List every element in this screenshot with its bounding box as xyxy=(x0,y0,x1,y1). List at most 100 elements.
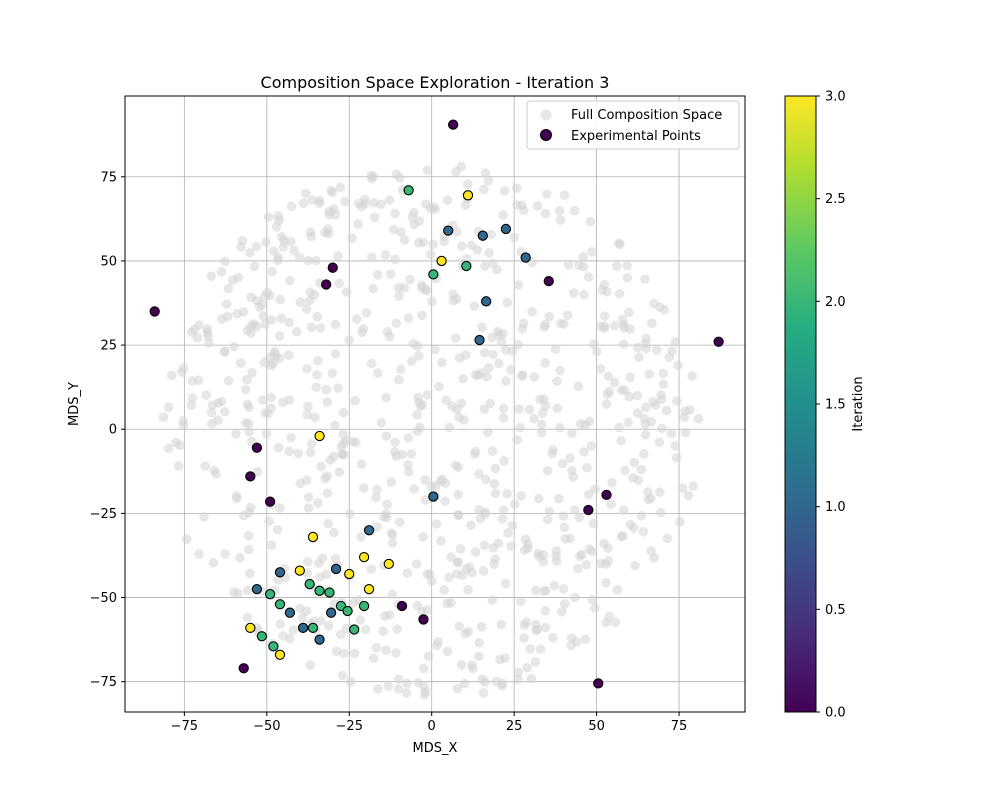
background-point xyxy=(577,549,587,560)
background-point xyxy=(312,369,322,380)
background-point xyxy=(583,489,594,500)
background-point xyxy=(426,203,436,214)
background-point xyxy=(601,617,611,628)
background-point xyxy=(456,241,467,251)
background-point xyxy=(450,333,461,343)
background-point xyxy=(325,455,336,465)
background-point xyxy=(242,585,253,596)
background-point xyxy=(643,494,654,505)
background-point xyxy=(233,588,243,598)
background-point xyxy=(479,348,490,358)
experimental-point xyxy=(583,504,594,516)
experimental-point xyxy=(447,119,459,130)
background-point xyxy=(459,415,469,425)
background-point xyxy=(275,619,286,629)
background-point xyxy=(459,678,470,689)
background-point xyxy=(628,523,639,533)
background-point xyxy=(418,531,428,542)
background-point xyxy=(557,458,568,469)
background-point xyxy=(284,395,295,405)
background-point xyxy=(579,446,589,457)
background-point xyxy=(302,556,313,567)
background-point xyxy=(355,615,366,625)
background-point xyxy=(366,564,377,575)
background-point xyxy=(488,349,499,360)
background-point xyxy=(483,427,493,438)
background-point xyxy=(664,352,674,363)
background-point xyxy=(609,377,620,388)
legend-marker-full-space xyxy=(540,109,552,121)
background-point xyxy=(329,204,339,214)
background-point xyxy=(580,634,591,645)
background-point xyxy=(213,415,223,425)
experimental-point xyxy=(543,275,554,287)
background-point xyxy=(474,638,485,648)
experimental-point xyxy=(325,607,337,618)
background-point xyxy=(601,577,611,588)
background-point xyxy=(586,441,597,451)
x-tick-label: 50 xyxy=(588,719,605,734)
background-point xyxy=(527,306,537,317)
background-point xyxy=(622,273,633,283)
background-point xyxy=(470,547,481,557)
experimental-point xyxy=(500,223,512,235)
background-point xyxy=(490,554,500,564)
background-point xyxy=(581,560,592,570)
background-point xyxy=(223,283,234,294)
y-tick-label: 75 xyxy=(100,170,117,185)
background-point xyxy=(559,319,569,329)
background-point xyxy=(639,449,649,459)
background-point xyxy=(387,589,398,600)
background-point xyxy=(246,328,256,338)
background-point xyxy=(311,382,322,392)
background-point xyxy=(327,368,338,378)
background-point xyxy=(266,392,276,403)
background-point xyxy=(231,429,241,439)
background-point xyxy=(376,417,387,428)
background-point xyxy=(515,422,525,433)
background-point xyxy=(619,505,629,515)
experimental-point xyxy=(462,190,474,201)
background-point xyxy=(276,232,287,242)
background-point xyxy=(499,456,509,466)
background-point xyxy=(421,285,432,296)
background-point xyxy=(526,673,537,684)
experimental-point xyxy=(264,589,276,600)
background-point xyxy=(498,403,509,414)
experimental-point xyxy=(436,255,447,267)
background-point xyxy=(419,690,430,700)
background-point xyxy=(655,507,666,518)
chart-title: Composition Space Exploration - Iteratio… xyxy=(261,73,610,92)
background-point xyxy=(518,318,529,328)
background-point xyxy=(220,549,230,559)
background-point xyxy=(460,628,471,639)
background-point xyxy=(670,441,680,451)
background-point xyxy=(380,250,391,260)
background-point xyxy=(456,161,467,172)
background-point xyxy=(633,475,644,486)
background-points xyxy=(158,161,704,700)
background-point xyxy=(483,175,494,186)
background-point xyxy=(474,651,484,662)
experimental-point xyxy=(314,634,325,645)
background-point xyxy=(323,518,334,529)
background-point xyxy=(671,396,682,406)
background-point xyxy=(688,481,699,491)
background-point xyxy=(478,566,489,576)
background-point xyxy=(283,350,294,360)
background-point xyxy=(650,400,661,410)
background-point xyxy=(456,660,467,670)
background-point xyxy=(406,449,417,459)
background-point xyxy=(498,210,508,220)
background-point xyxy=(496,619,507,630)
background-point xyxy=(479,540,490,551)
background-point xyxy=(361,624,371,635)
background-point xyxy=(555,365,565,376)
background-point xyxy=(466,240,477,251)
background-point xyxy=(580,420,591,430)
background-point xyxy=(480,261,490,271)
background-point xyxy=(480,168,491,178)
background-point xyxy=(481,474,491,485)
experimental-point xyxy=(324,587,335,598)
background-point xyxy=(634,352,644,363)
